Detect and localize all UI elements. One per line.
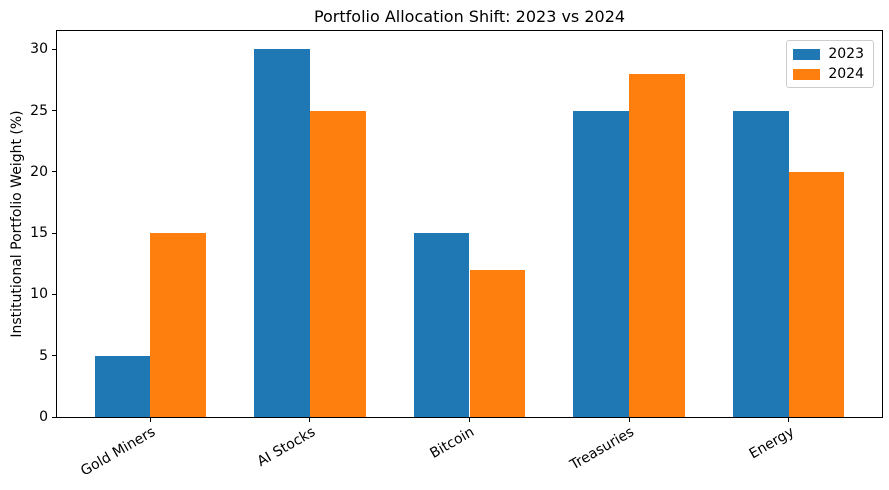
- x-tick-label-energy: Energy: [746, 424, 797, 463]
- y-tick-mark: [52, 416, 56, 418]
- bar-2023-ai-stocks: [254, 49, 310, 417]
- bar-2024-treasuries: [629, 73, 685, 417]
- bar-2023-bitcoin: [413, 233, 470, 417]
- bar-2024-bitcoin: [469, 269, 526, 417]
- y-tick-mark: [52, 110, 56, 112]
- bar-2024-gold-miners: [150, 233, 207, 417]
- bar-2024-ai-stocks: [309, 110, 366, 417]
- y-tick-label: 25: [30, 102, 48, 119]
- y-tick-mark: [52, 293, 56, 295]
- bar-2023-treasuries: [573, 110, 630, 417]
- plot-area: 2023 2024 0 5 10 15 20 25 30 Gold Miners AI Stock…: [30, 30, 883, 479]
- bar-2023-gold-miners: [94, 355, 151, 417]
- y-tick-label: 0: [39, 409, 48, 425]
- x-tick-mark: [788, 418, 790, 422]
- x-tick-mark: [309, 418, 311, 422]
- x-tick-mark: [628, 418, 630, 422]
- y-tick-label: 15: [30, 225, 48, 242]
- legend-label-2023: 2023: [828, 46, 864, 62]
- y-tick-label: 5: [39, 347, 48, 364]
- x-tick-label-bitcoin: Bitcoin: [427, 424, 478, 462]
- x-tick-label-ai-stocks: AI Stocks: [254, 424, 318, 470]
- legend-swatch-2024: [793, 68, 821, 80]
- y-tick-label: 20: [30, 163, 48, 180]
- chart-title: Portfolio Allocation Shift: 2023 vs 2024: [313, 7, 626, 26]
- x-tick-mark: [149, 418, 151, 422]
- y-tick-mark: [52, 171, 56, 173]
- bar-2024-energy: [788, 171, 845, 417]
- y-tick-label: 30: [30, 41, 48, 58]
- x-tick-label-treasuries: Treasuries: [567, 424, 638, 474]
- y-tick-mark: [52, 48, 56, 50]
- y-axis-label: Institutional Portfolio Weight (%): [9, 110, 25, 338]
- legend-entry-2023: 2023: [793, 46, 864, 62]
- legend-label-2024: 2024: [828, 66, 864, 82]
- x-tick-label-gold-miners: Gold Miners: [78, 424, 159, 480]
- y-tick-mark: [52, 355, 56, 357]
- legend-entry-2024: 2024: [793, 66, 864, 82]
- y-tick-label: 10: [30, 286, 48, 303]
- bar-2023-energy: [732, 110, 789, 417]
- legend: 2023 2024: [786, 40, 874, 88]
- legend-swatch-2023: [793, 48, 821, 60]
- y-tick-mark: [52, 232, 56, 234]
- x-tick-mark: [469, 418, 470, 422]
